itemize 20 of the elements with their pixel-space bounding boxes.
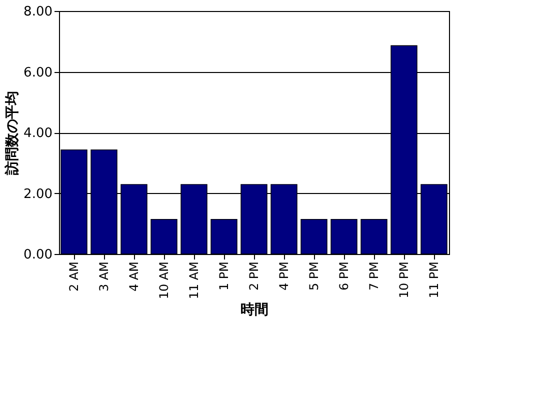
y-tick-label: 6.00 xyxy=(24,65,52,80)
x-tick-label: 6 PM xyxy=(337,262,351,291)
x-tick-label: 11 PM xyxy=(427,262,441,298)
x-axis-title: 時間 xyxy=(240,302,268,318)
y-tick-label: 4.00 xyxy=(24,126,52,141)
x-tick-label: 5 PM xyxy=(307,262,321,291)
y-axis-title: 訪問数の平均 xyxy=(4,91,21,176)
x-tick-label: 10 PM xyxy=(397,262,411,298)
y-tick-label: 8.00 xyxy=(24,4,52,20)
x-tick-label: 2 AM xyxy=(67,262,81,292)
x-tick-label: 4 PM xyxy=(277,262,291,291)
y-tick-label: 2.00 xyxy=(24,186,52,202)
x-tick-label: 10 AM xyxy=(157,262,171,300)
x-tick-label: 11 AM xyxy=(187,262,201,300)
x-tick-label: 1 PM xyxy=(217,262,231,291)
x-tick-label: 7 PM xyxy=(367,262,381,291)
y-tick-label: 0.00 xyxy=(24,248,52,262)
x-tick-label: 4 AM xyxy=(127,262,141,292)
x-tick-label: 2 PM xyxy=(247,262,261,291)
x-tick-label: 3 AM xyxy=(97,262,111,292)
